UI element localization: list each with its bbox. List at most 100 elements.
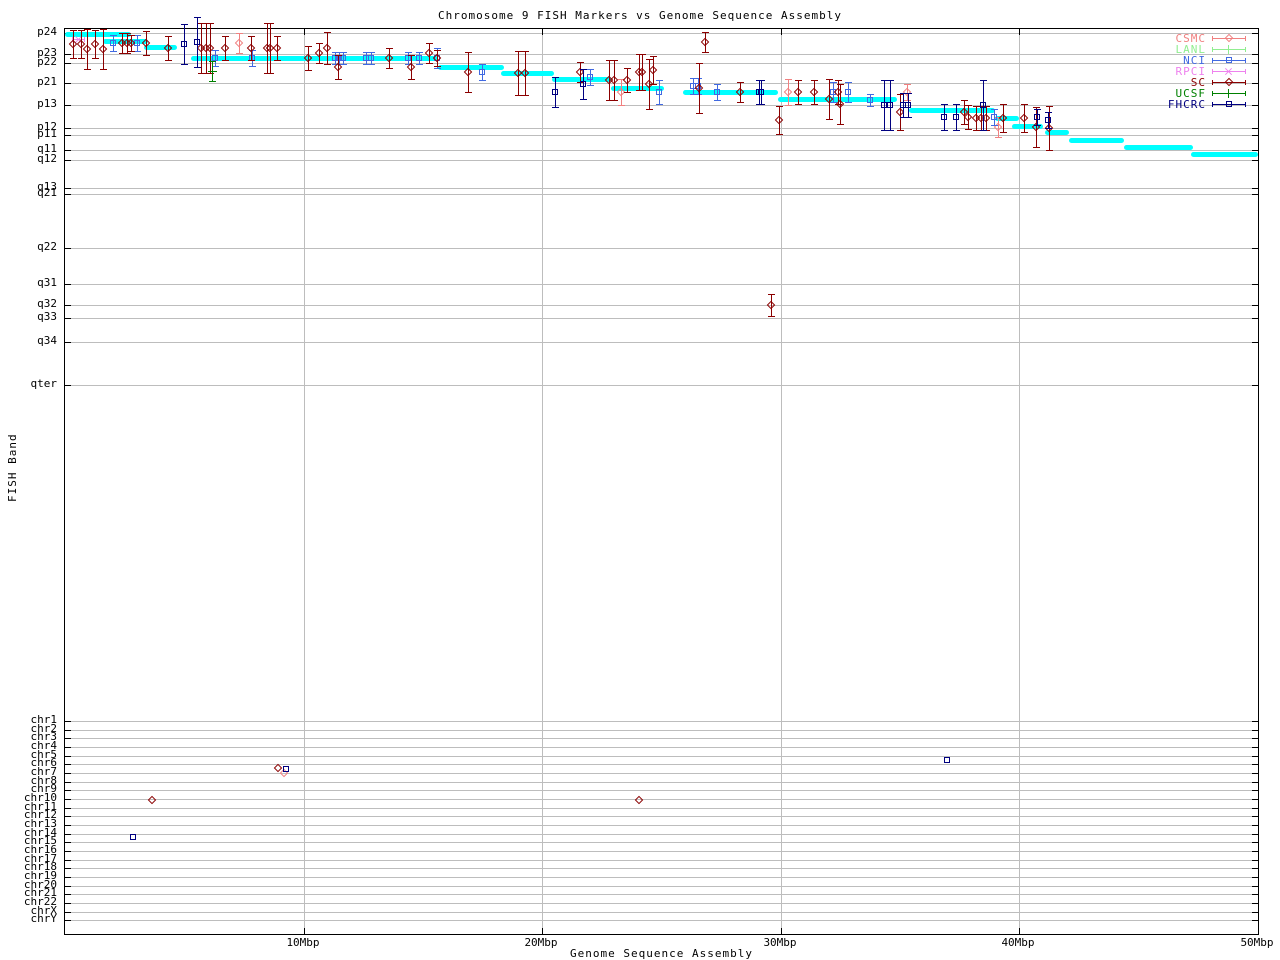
sc-errorbar-cap: [650, 56, 657, 57]
right-tick-chr11: [1252, 808, 1258, 809]
grid-line-chr15: [65, 842, 1258, 843]
bottom-tick-50: [1258, 928, 1259, 934]
fhcrc-point: [1045, 117, 1051, 123]
sc-errorbar-cap: [776, 134, 783, 135]
right-tick-chr16: [1252, 851, 1258, 852]
sc-errorbar: [103, 29, 104, 69]
fhcrc-errorbar-cap: [552, 77, 559, 78]
grid-line-chr18: [65, 868, 1258, 869]
legend-sample-cap: [1212, 47, 1213, 52]
legend-label-rpci: RPCI: [1175, 65, 1206, 78]
nci-errorbar-cap: [405, 52, 412, 53]
sc-errorbar-cap: [434, 50, 441, 51]
bottom-tick-40: [1019, 928, 1020, 934]
sc-point: [98, 44, 108, 54]
nci-errorbar: [408, 52, 409, 64]
legend-sample-cap: [1245, 47, 1246, 52]
fhcrc-errorbar: [761, 80, 762, 104]
left-tick-chr22: [65, 903, 71, 904]
assembly-segment: [778, 97, 897, 102]
grid-line-qter: [65, 385, 1258, 386]
sc-errorbar-cap: [1046, 150, 1053, 151]
grid-line-p12: [65, 128, 1258, 129]
right-tick-chr7: [1252, 773, 1258, 774]
assembly-segment: [1069, 138, 1124, 143]
nci-point: [830, 89, 836, 95]
left-tick-chr16: [65, 851, 71, 852]
right-tick-chr17: [1252, 860, 1258, 861]
csmc-point: [902, 87, 912, 97]
nci-errorbar-cap: [695, 78, 702, 79]
ytick-label-p22: p22: [37, 55, 57, 68]
left-tick-qter: [65, 385, 71, 386]
nci-errorbar-cap: [416, 52, 423, 53]
nci-errorbar: [848, 82, 849, 102]
sc-errorbar: [1003, 104, 1004, 132]
ytick-label-chr5: chr5: [30, 747, 58, 761]
sc-errorbar: [95, 30, 96, 58]
assembly-segment: [65, 32, 131, 37]
nci-errorbar-cap: [363, 52, 370, 53]
nci-errorbar: [833, 82, 834, 102]
assembly-segment: [103, 39, 148, 44]
fhcrc-errorbar-cap: [887, 80, 894, 81]
fhcrc-point: [181, 41, 187, 47]
grid-line-chr6: [65, 764, 1258, 765]
legend-sample-line: [1212, 104, 1246, 105]
sc-errorbar: [201, 23, 202, 73]
legend-sample-csmc: [1210, 33, 1248, 44]
csmc-errorbar: [998, 117, 999, 137]
nci-errorbar: [137, 35, 138, 51]
sc-point: [634, 795, 644, 805]
csmc-errorbar-cap: [236, 53, 243, 54]
fhcrc-point: [944, 757, 950, 763]
left-tick-chr15: [65, 842, 71, 843]
left-tick-p23: [65, 54, 71, 55]
fhcrc-errorbar-cap: [900, 93, 907, 94]
nci-point: [714, 89, 720, 95]
sc-errorbar: [437, 50, 438, 66]
fhcrc-errorbar-cap: [881, 130, 888, 131]
sc-errorbar: [327, 32, 328, 64]
nci-point: [134, 40, 140, 46]
fhcrc-errorbar: [1048, 112, 1049, 128]
legend-sample-cap: [1245, 102, 1246, 107]
fhcrc-point: [194, 39, 200, 45]
nci-errorbar-cap: [587, 85, 594, 86]
fhcrc-point: [980, 102, 986, 108]
right-tick-chr9: [1252, 790, 1258, 791]
sc-errorbar: [270, 23, 271, 73]
nci-errorbar: [717, 84, 718, 100]
legend-label-ucsf: UCSF: [1175, 87, 1206, 100]
nci-errorbar-cap: [479, 80, 486, 81]
left-tick-q31: [65, 284, 71, 285]
sc-errorbar-cap: [835, 80, 842, 81]
ytick-label-q11: q11: [37, 142, 57, 155]
sc-errorbar-cap: [274, 60, 281, 61]
grid-line-q13: [65, 188, 1258, 189]
left-tick-p11: [65, 135, 71, 136]
lanl-legend-marker: [1224, 45, 1233, 54]
fhcrc-errorbar: [184, 24, 185, 64]
sc-errorbar-cap: [274, 36, 281, 37]
sc-errorbar-cap: [1000, 104, 1007, 105]
nci-errorbar-cap: [656, 80, 663, 81]
sc-errorbar-cap: [119, 33, 126, 34]
sc-errorbar: [251, 36, 252, 60]
sc-errorbar-cap: [408, 79, 415, 80]
rpci-herrorbar-cap: [72, 37, 73, 42]
fhcrc-errorbar: [956, 104, 957, 130]
top-tick-30: [781, 29, 782, 35]
left-tick-q21: [65, 194, 71, 195]
nci-point: [340, 55, 346, 61]
fhcrc-point: [283, 766, 289, 772]
nci-errorbar: [482, 64, 483, 80]
left-tick-chr12: [65, 816, 71, 817]
nci-errorbar: [113, 35, 114, 51]
sc-errorbar-cap: [100, 29, 107, 30]
sc-errorbar-cap: [143, 55, 150, 56]
sc-errorbar: [146, 31, 147, 55]
sc-errorbar-cap: [335, 55, 342, 56]
ytick-label-chrX: chrX: [30, 903, 58, 917]
sc-errorbar: [840, 84, 841, 124]
